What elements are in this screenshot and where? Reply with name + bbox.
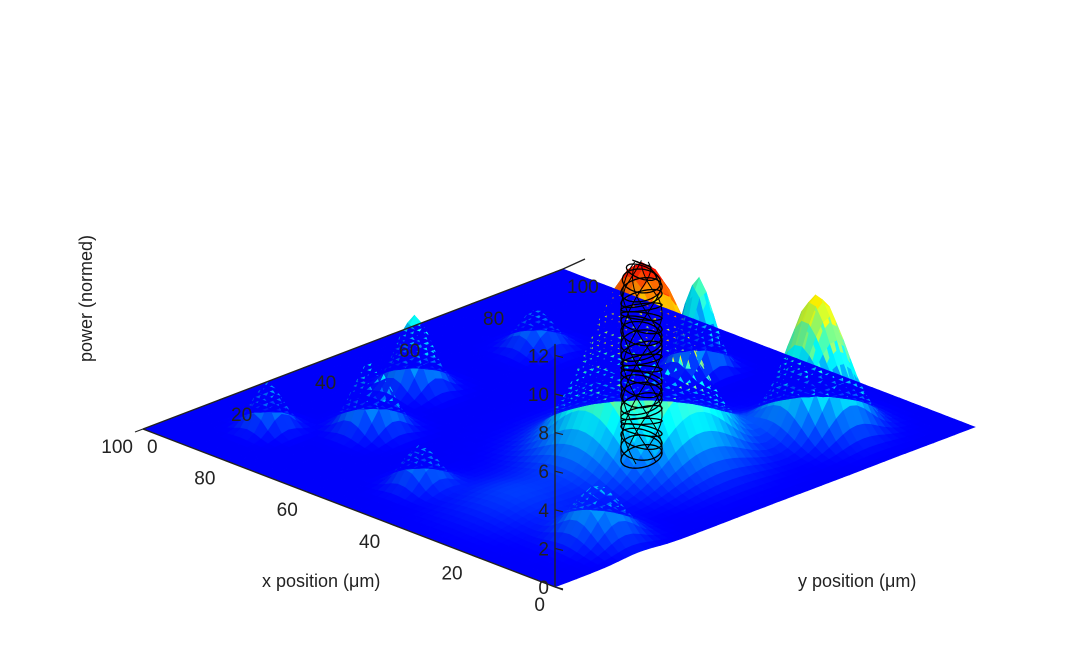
y-tick-label: 40 xyxy=(315,373,336,394)
x-tick xyxy=(472,554,481,559)
trace-ring xyxy=(625,263,658,282)
trace-helix xyxy=(621,261,663,452)
y-tick xyxy=(470,300,480,305)
trace-ring xyxy=(620,302,663,313)
y-axis-label: y position (μm) xyxy=(798,571,916,591)
tick-labels: 0 20 40 60 80 100 0 20 40 60 80 100 0 2 4 6 8 10 12 xyxy=(101,268,599,616)
x-tick-label: 0 xyxy=(534,595,545,616)
y-tick xyxy=(302,364,312,369)
y-tick-label: 60 xyxy=(399,341,420,362)
trace-helix xyxy=(620,260,663,450)
x-tick-label: 20 xyxy=(441,563,462,584)
y-tick xyxy=(554,268,564,273)
trace-ring xyxy=(632,259,653,268)
y-tick-label: 20 xyxy=(231,405,252,426)
trace-ring xyxy=(620,329,663,356)
trace-ring xyxy=(620,320,663,347)
y-axis-ext xyxy=(562,258,586,270)
z-tick xyxy=(554,432,564,436)
trace-helix xyxy=(620,266,663,465)
x-tick xyxy=(389,523,399,528)
y-tick xyxy=(134,428,144,433)
x-tick xyxy=(225,460,234,465)
y-tick xyxy=(218,396,228,401)
trace-ring xyxy=(620,277,663,303)
trace-ring xyxy=(620,381,663,409)
z-tick xyxy=(554,393,564,397)
beam-trace xyxy=(620,259,663,469)
z-tick xyxy=(554,547,564,551)
z-tick xyxy=(554,509,564,513)
trace-ring xyxy=(620,392,663,416)
y-tick-label: 0 xyxy=(147,437,158,458)
z-axis-label: power (normed) xyxy=(76,235,96,362)
trace-helix xyxy=(620,264,663,459)
trace-ring xyxy=(620,374,663,399)
x-tick-label: 60 xyxy=(277,500,298,521)
axes xyxy=(142,258,586,588)
z-tick-label: 2 xyxy=(538,539,549,560)
x-axis-line xyxy=(142,428,556,588)
x-tick-label: 100 xyxy=(101,437,133,458)
x-tick xyxy=(307,491,317,496)
z-tick-label: 12 xyxy=(528,346,549,367)
y-tick-label: 100 xyxy=(567,277,599,298)
z-tick xyxy=(554,470,564,474)
z-tick-label: 8 xyxy=(538,424,549,445)
trace-ring xyxy=(621,268,662,294)
z-tick-label: 10 xyxy=(528,385,549,406)
trace-ring xyxy=(620,404,663,421)
y-tick-label: 80 xyxy=(483,309,504,330)
z-tick-label: 4 xyxy=(538,501,549,522)
x-tick xyxy=(142,428,152,433)
y-tick xyxy=(386,332,396,337)
z-tick xyxy=(554,586,564,590)
x-axis-label: x position (μm) xyxy=(262,571,380,591)
z-tick-label: 0 xyxy=(538,578,549,599)
y-axis-line xyxy=(142,268,564,430)
z-tick xyxy=(554,354,564,358)
trace-helix xyxy=(620,264,662,463)
surface-mesh xyxy=(142,262,976,588)
z-tick-label: 6 xyxy=(538,462,549,483)
x-tick-label: 80 xyxy=(194,469,215,490)
x-tick-label: 40 xyxy=(359,532,380,553)
